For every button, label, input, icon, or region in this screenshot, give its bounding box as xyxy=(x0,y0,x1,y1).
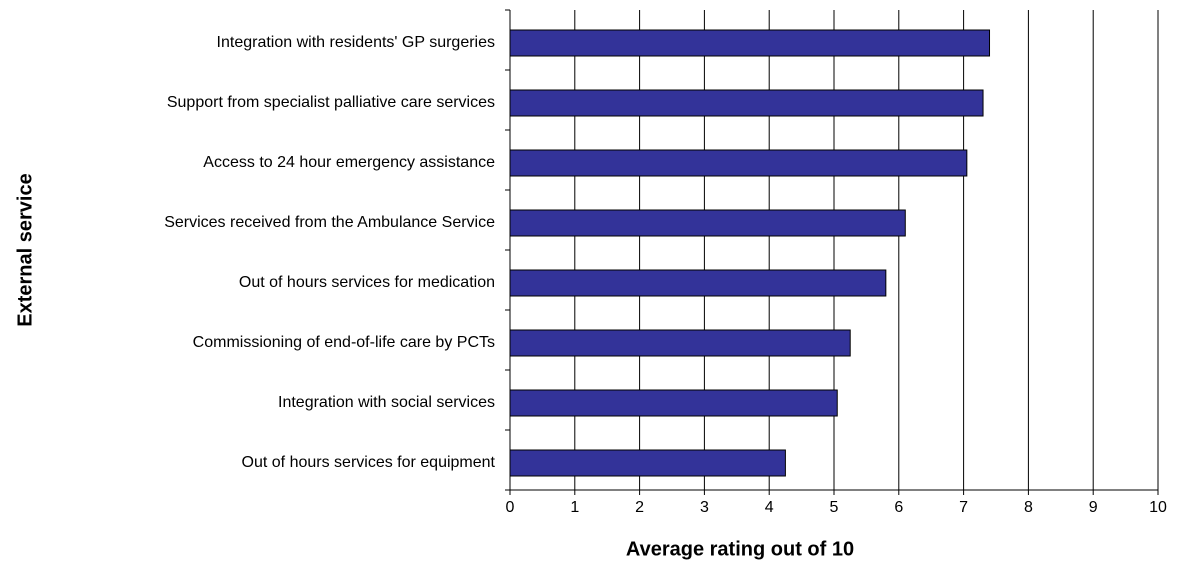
x-tick-label: 1 xyxy=(570,499,579,516)
y-tick-label: Services received from the Ambulance Ser… xyxy=(164,214,495,231)
x-tick-label: 9 xyxy=(1089,499,1098,516)
x-tick-label: 8 xyxy=(1024,499,1033,516)
y-tick-label: Out of hours services for medication xyxy=(239,274,495,291)
bar xyxy=(509,209,906,237)
bar xyxy=(509,269,887,297)
y-tick-label: Commissioning of end-of-life care by PCT… xyxy=(193,334,495,351)
bar xyxy=(509,149,968,177)
y-tick-label: Integration with social services xyxy=(278,394,495,411)
bar xyxy=(509,389,838,417)
y-tick-label: Access to 24 hour emergency assistance xyxy=(203,154,495,171)
x-tick-label: 6 xyxy=(894,499,903,516)
bar xyxy=(509,89,984,117)
x-tick-label: 7 xyxy=(959,499,968,516)
y-axis-title: External service xyxy=(14,173,36,326)
y-tick-label: Out of hours services for equipment xyxy=(242,454,496,471)
bar xyxy=(509,29,991,57)
x-axis-title: Average rating out of 10 xyxy=(626,538,854,560)
x-tick-label: 2 xyxy=(635,499,644,516)
x-tick-label: 4 xyxy=(765,499,774,516)
x-tick-label: 5 xyxy=(830,499,839,516)
x-tick-label: 3 xyxy=(700,499,709,516)
y-tick-label: Support from specialist palliative care … xyxy=(167,94,495,111)
bar xyxy=(509,449,786,477)
y-tick-label: Integration with residents' GP surgeries xyxy=(217,34,495,51)
x-tick-label: 10 xyxy=(1149,499,1167,516)
bar xyxy=(509,329,851,357)
x-tick-label: 0 xyxy=(506,499,515,516)
